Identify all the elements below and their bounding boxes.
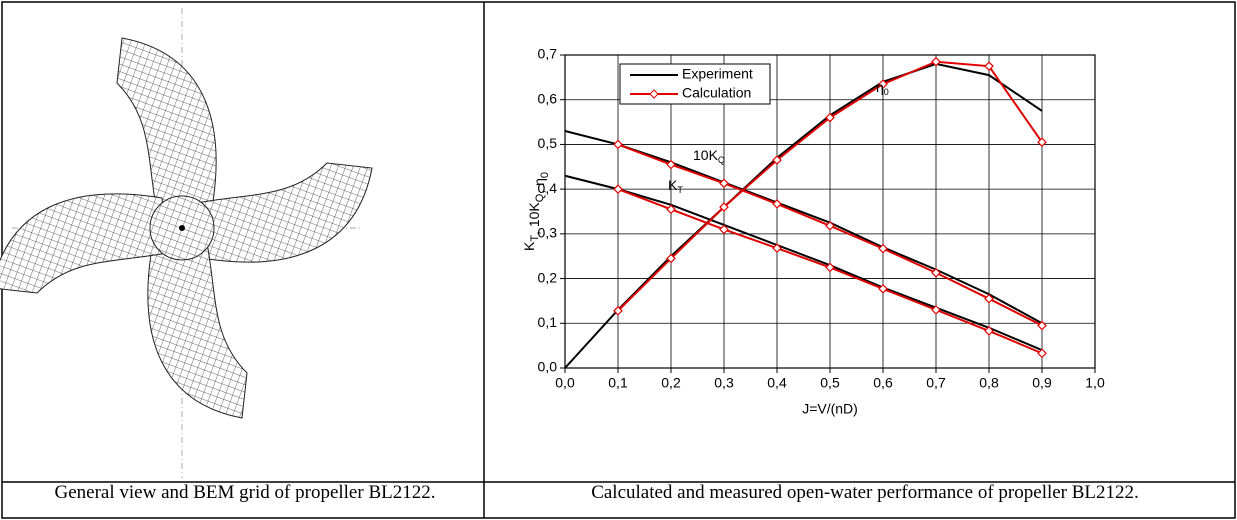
y-axis-label-part: , η	[531, 178, 547, 194]
curve	[565, 64, 1042, 368]
curve-label-main: 10K	[693, 147, 719, 163]
propeller-image	[0, 8, 372, 478]
marker	[614, 185, 622, 193]
x-tick-label: 0,7	[926, 375, 946, 391]
x-tick-label: 0,4	[767, 375, 787, 391]
legend-label: Experiment	[682, 66, 753, 82]
curve-label: 10KQ	[693, 147, 725, 166]
curve-label-sub: T	[677, 185, 683, 195]
x-tick-label: 0,3	[714, 375, 734, 391]
marker	[1038, 349, 1046, 357]
x-tick-label: 0,5	[820, 375, 840, 391]
marker	[614, 140, 622, 148]
x-tick-label: 1,0	[1085, 375, 1105, 391]
curve-label-main: η	[876, 79, 884, 95]
caption: General view and BEM grid of propeller B…	[40, 484, 450, 518]
x-tick-label: 0,2	[661, 375, 681, 391]
y-axis-label-sub: 0	[539, 172, 551, 178]
x-axis-label: J=V/(nD)	[802, 401, 858, 417]
curve	[565, 131, 1042, 323]
y-tick-label: 0,5	[538, 135, 558, 151]
y-tick-label: 0,7	[538, 46, 558, 62]
y-tick-label: 0,6	[538, 90, 558, 106]
x-tick-label: 0,6	[873, 375, 893, 391]
x-tick-label: 0,0	[555, 375, 575, 391]
curve-label-sub: 0	[884, 87, 889, 97]
x-tick-label: 0,8	[979, 375, 999, 391]
caption: Calculated and measured open-water perfo…	[540, 484, 1190, 518]
curve-label: KT	[668, 177, 683, 196]
curve-label-sub: Q	[718, 155, 725, 165]
page: 0,00,10,20,30,40,50,60,70,00,10,20,30,40…	[0, 0, 1237, 520]
y-tick-label: 0,0	[538, 359, 558, 375]
document: 0,00,10,20,30,40,50,60,70,00,10,20,30,40…	[0, 0, 1237, 520]
y-tick-label: 0,1	[538, 314, 558, 330]
legend-label: Calculation	[682, 85, 751, 101]
y-tick-label: 0,2	[538, 269, 558, 285]
x-tick-label: 0,9	[1032, 375, 1052, 391]
x-tick-label: 0,1	[608, 375, 628, 391]
y-axis-label-part: , 10K	[526, 202, 542, 235]
